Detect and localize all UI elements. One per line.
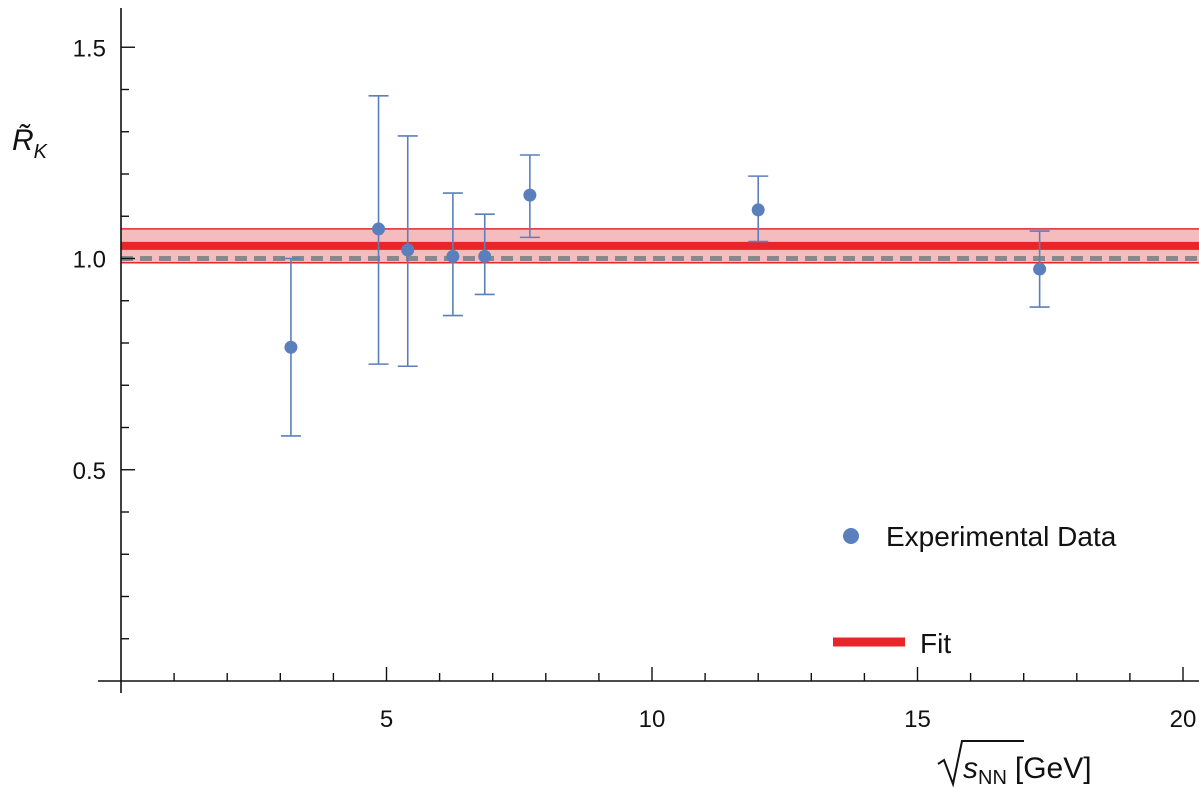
data-point-3	[401, 243, 415, 257]
legend-data-label: Experimental Data	[886, 521, 1117, 552]
data-point-1	[284, 340, 298, 354]
svg-text:sNN[GeV]: sNN [GeV]	[963, 752, 1092, 789]
y-axis-label-sub: K	[34, 141, 49, 163]
axes-layer	[98, 8, 1199, 693]
data-point-8	[1033, 262, 1047, 276]
x-axis-label-main: s	[963, 752, 978, 785]
legend: Experimental Data Fit	[833, 521, 1117, 659]
ticks-layer	[121, 46, 1184, 681]
x-tick-label: 5	[380, 706, 393, 733]
x-axis-label: sNN [GeV]	[937, 740, 1092, 789]
error-bars-layer	[280, 95, 1050, 437]
sqrt-sign-icon	[937, 740, 1024, 788]
y-tick-label: 0.5	[73, 458, 106, 485]
x-axis-label-unit: [GeV]	[1015, 752, 1092, 785]
x-tick-label: 10	[639, 706, 666, 733]
data-point-5	[478, 249, 492, 263]
data-point-7	[751, 203, 765, 217]
legend-fit-label: Fit	[920, 628, 951, 659]
x-tick-label: 20	[1170, 706, 1197, 733]
x-tick-label: 15	[904, 706, 931, 733]
y-tick-label: 1.0	[73, 247, 106, 274]
y-tick-label: 1.5	[73, 35, 106, 62]
data-point-2	[372, 222, 386, 236]
legend-data-marker	[843, 528, 859, 544]
tick-labels-layer: 5 10 15 20 0.5 1.0 1.5	[73, 35, 1197, 733]
x-axis-label-sub: NN	[978, 767, 1007, 789]
y-axis-label-main: R̃	[12, 124, 34, 157]
data-point-4	[446, 249, 460, 263]
data-points-layer	[284, 188, 1047, 354]
y-axis-label: R̃K	[12, 124, 49, 163]
data-point-6	[523, 188, 537, 202]
